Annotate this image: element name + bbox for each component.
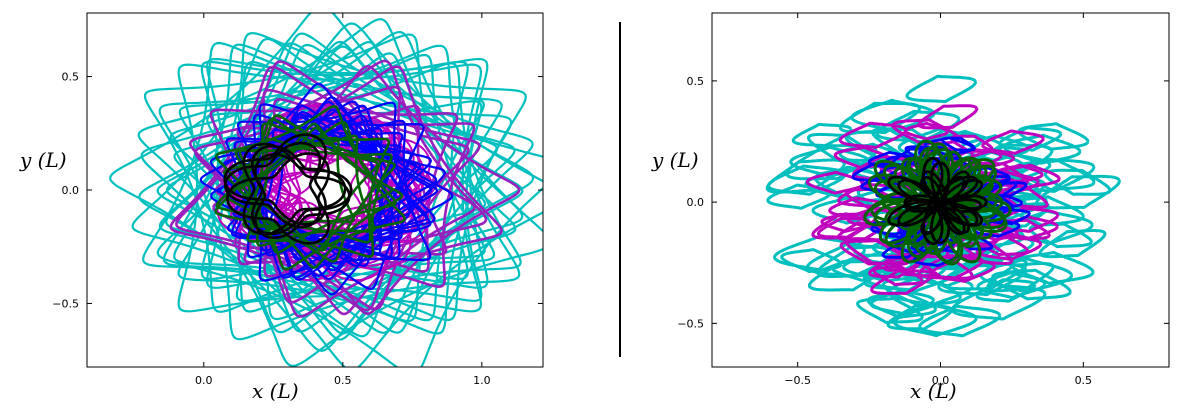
left-x-tick-label: 0.0: [195, 374, 213, 387]
left-x-tick-label: 1.0: [473, 374, 491, 387]
left-series-4-trace: [222, 120, 406, 271]
left-series-0-trace: [156, 43, 543, 367]
right-x-tick-label: 0.0: [932, 374, 950, 387]
left-series-0-trace: [156, 40, 524, 341]
right-series-0-trace: [866, 290, 938, 319]
right-series-0-trace: [905, 74, 977, 104]
left-series-5-trace: [223, 141, 322, 229]
right-series-0-trace: [1038, 229, 1107, 259]
right-y-axis-label: y (L): [651, 148, 699, 172]
right-series-3-trace: [867, 139, 1007, 263]
left-series-3-trace: [232, 112, 422, 267]
right-series-0-trace: [1035, 174, 1121, 210]
right-series-3-trace: [890, 151, 996, 245]
right-series-0-trace: [805, 242, 895, 278]
right-series-1-trace: [883, 252, 928, 272]
right-x-tick-label: 0.5: [1075, 374, 1093, 387]
right-series-0-trace: [780, 248, 843, 273]
right-series-1-trace: [870, 269, 934, 295]
left-series-1-trace: [175, 60, 481, 311]
right-x-axis-label: x (L): [910, 379, 957, 403]
left-series-1-trace: [169, 65, 470, 312]
right-series-0-trace: [791, 122, 853, 148]
left-ticks: 0.0 0.5 1.0 −0.5 0.0 0.5: [52, 13, 543, 387]
right-series-3-trace: [884, 150, 1003, 256]
left-series-5-trace: [223, 133, 327, 226]
right-y-tick-label: 0.0: [687, 196, 705, 209]
right-series-1-trace: [981, 129, 1045, 155]
right-chart: −0.5 0.0 0.5 −0.5 0.0 0.5 x (L) y (L): [651, 12, 1170, 403]
left-series-4-trace: [234, 136, 355, 236]
right-ticks: −0.5 0.0 0.5 −0.5 0.0 0.5: [677, 13, 1169, 387]
right-series-0-trace: [991, 268, 1072, 301]
left-y-tick-label: −0.5: [52, 297, 79, 310]
right-series-3-trace: [870, 157, 1012, 264]
right-series-2-trace: [870, 216, 918, 236]
left-x-axis-label: x (L): [252, 379, 299, 403]
right-x-tick-label: −0.5: [784, 374, 811, 387]
left-y-tick-label: 0.0: [62, 184, 80, 197]
right-series-4-trace: [903, 170, 988, 234]
left-series-4-trace: [214, 114, 396, 263]
left-chart: 0.0 0.5 1.0 −0.5 0.0 0.5 x (L) y (L): [19, 12, 544, 403]
right-series-0-trace: [975, 278, 1037, 303]
left-series-0-trace: [173, 52, 517, 333]
right-series-1-trace: [917, 254, 984, 281]
left-x-tick-label: 0.5: [334, 374, 352, 387]
right-series-3-trace: [863, 142, 994, 258]
right-series-0-trace: [892, 303, 978, 337]
right-series-1-trace: [997, 215, 1059, 240]
right-series-1-trace: [811, 212, 878, 240]
right-series-0-trace: [998, 126, 1063, 152]
left-series-0-trace: [158, 42, 516, 334]
right-series-1-trace: [805, 170, 866, 195]
left-series-3-trace: [222, 104, 436, 279]
right-series-0-trace: [1043, 168, 1112, 196]
right-series-1-trace: [828, 196, 887, 220]
right-y-tick-label: 0.5: [687, 75, 705, 88]
left-series-0-trace: [131, 37, 498, 338]
right-series-0-trace: [1028, 222, 1093, 249]
right-series-1-trace: [917, 104, 979, 130]
right-plot-area: [765, 74, 1121, 338]
left-series-0-trace: [143, 33, 486, 313]
right-series-1-trace: [838, 121, 908, 149]
left-series-5-trace: [254, 153, 351, 239]
left-plot-area: [109, 13, 543, 367]
right-series-0-trace: [766, 183, 832, 210]
right-series-0-trace: [765, 158, 846, 194]
left-y-tick-label: 0.5: [62, 71, 80, 84]
left-y-axis-label: y (L): [19, 148, 67, 172]
right-series-4-trace: [897, 161, 984, 245]
right-series-0-trace: [856, 297, 924, 324]
right-series-0-trace: [918, 304, 1002, 338]
right-series-4-trace: [903, 175, 983, 236]
right-y-tick-label: −0.5: [677, 317, 704, 330]
